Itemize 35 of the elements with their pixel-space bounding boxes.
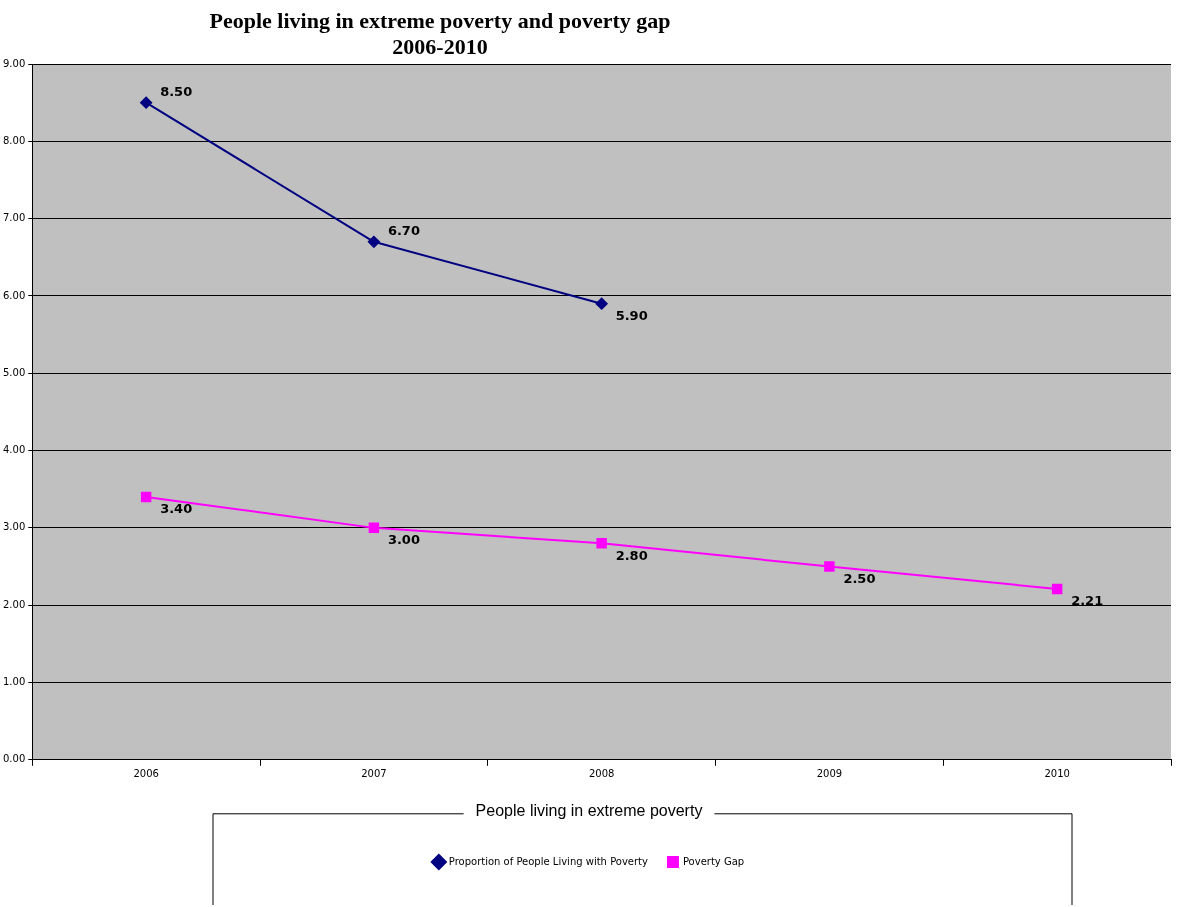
y-tick-label: 1.00 [3,676,26,688]
legend-title: People living in extreme poverty [475,802,703,820]
x-tick-label: 2009 [816,768,843,780]
y-tick-label: 7.00 [3,212,26,224]
data-label: 8.50 [160,84,193,100]
point [140,96,153,109]
x-tick-label: 2008 [588,768,615,780]
point [595,297,608,310]
y-tick-label: 9.00 [3,57,26,69]
x-tick-label: 2010 [1044,768,1070,780]
legend-label: Proportion of People Living with Poverty [448,855,649,867]
y-tick-label: 8.00 [3,134,26,146]
y-tick-label: 0.00 [3,753,26,765]
point [1051,583,1063,595]
data-label: 6.70 [387,223,420,239]
legend-label: Poverty Gap [682,855,745,867]
y-tick-label: 6.00 [3,289,26,301]
point [140,491,152,503]
point [596,538,607,549]
y-tick-label: 5.00 [3,366,26,378]
point [824,561,835,572]
y-tick-label: 3.00 [3,521,26,533]
point [368,522,380,534]
data-label: 5.90 [615,308,648,324]
data-label: 2.50 [843,570,876,586]
data-label: 2.80 [615,547,648,563]
data-label: 3.00 [387,532,420,548]
point [367,235,380,248]
chart-title: People living in extreme poverty and poverty gap 2006-2010 [208,8,672,60]
data-label: 3.40 [160,501,193,517]
y-tick-label: 4.00 [3,444,26,456]
x-tick-label: 2006 [133,768,159,780]
data-label: 2.21 [1071,593,1104,609]
y-tick-label: 2.00 [3,598,26,610]
x-tick-label: 2007 [361,768,387,780]
